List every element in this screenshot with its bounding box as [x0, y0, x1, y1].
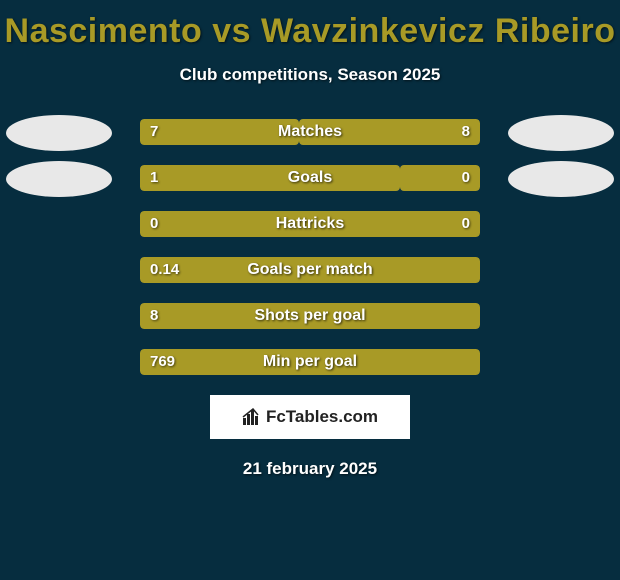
stat-value-left: 0 — [140, 211, 168, 237]
stat-row: 10Goals — [0, 165, 620, 191]
stat-value-right: 8 — [452, 119, 480, 145]
page-title: Nascimento vs Wavzinkevicz Ribeiro — [0, 12, 620, 51]
stat-bar-track: 8Shots per goal — [140, 303, 480, 329]
stat-bar-left — [140, 303, 480, 329]
stat-value-left: 7 — [140, 119, 168, 145]
comparison-card: Nascimento vs Wavzinkevicz Ribeiro Club … — [0, 0, 620, 580]
player-avatar-right — [508, 115, 614, 151]
stat-row: 0.14Goals per match — [0, 257, 620, 283]
footer-date: 21 february 2025 — [0, 459, 620, 479]
stat-bar-left — [140, 349, 480, 375]
subtitle: Club competitions, Season 2025 — [0, 65, 620, 85]
stat-bar-track: 0.14Goals per match — [140, 257, 480, 283]
stat-row: 00Hattricks — [0, 211, 620, 237]
stat-bar-track: 10Goals — [140, 165, 480, 191]
stat-value-left: 0.14 — [140, 257, 189, 283]
stat-bar-track: 769Min per goal — [140, 349, 480, 375]
stat-row: 78Matches — [0, 119, 620, 145]
stat-bar-left — [140, 257, 480, 283]
stat-value-right: 0 — [452, 211, 480, 237]
stat-bar-track: 78Matches — [140, 119, 480, 145]
stat-value-right: 0 — [452, 165, 480, 191]
player-avatar-left — [6, 115, 112, 151]
bar-chart-icon — [242, 408, 262, 426]
stat-bar-left — [140, 165, 400, 191]
player-avatar-right — [508, 161, 614, 197]
stats-container: 78Matches10Goals00Hattricks0.14Goals per… — [0, 119, 620, 375]
stat-bar-track: 00Hattricks — [140, 211, 480, 237]
stat-value-left: 8 — [140, 303, 168, 329]
player-avatar-left — [6, 161, 112, 197]
stat-row: 769Min per goal — [0, 349, 620, 375]
stat-bar-left — [140, 211, 480, 237]
brand-badge: FcTables.com — [210, 395, 410, 439]
stat-row: 8Shots per goal — [0, 303, 620, 329]
stat-value-left: 769 — [140, 349, 185, 375]
stat-value-left: 1 — [140, 165, 168, 191]
brand-text: FcTables.com — [266, 407, 378, 427]
